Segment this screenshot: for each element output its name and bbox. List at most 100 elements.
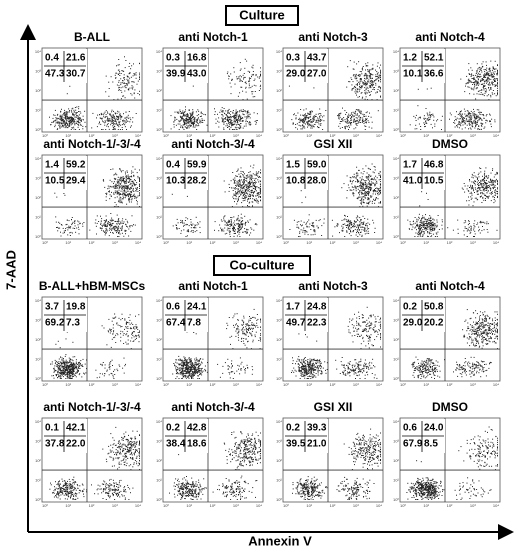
event-dot [118, 111, 120, 113]
event-dot [125, 230, 127, 232]
event-dot [464, 113, 466, 115]
event-dot [483, 229, 485, 231]
y-decade: 10¹ [35, 108, 41, 113]
event-dot [178, 228, 180, 229]
event-dot [482, 94, 484, 96]
event-dot [119, 223, 121, 225]
event-dot [363, 83, 365, 85]
event-dot [474, 84, 476, 86]
event-dot [487, 197, 489, 199]
event-dot [426, 118, 428, 120]
event-dot [471, 69, 473, 71]
event-dot [118, 192, 120, 194]
event-dot [72, 112, 74, 114]
event-dot [112, 119, 114, 121]
event-dot [133, 73, 135, 75]
event-dot [110, 118, 112, 120]
event-dot [114, 230, 116, 232]
event-dot [359, 110, 361, 112]
event-dot [244, 228, 246, 230]
event-dot [190, 118, 192, 120]
event-dot [95, 219, 97, 221]
event-dot [173, 124, 175, 126]
event-dot [353, 220, 355, 222]
event-dot [190, 120, 192, 122]
event-dot [246, 190, 248, 192]
event-dot [133, 175, 135, 177]
event-dot [191, 123, 192, 125]
event-dot [112, 121, 114, 123]
event-dot [66, 112, 68, 114]
event-dot [115, 183, 117, 185]
event-dot [68, 117, 70, 119]
event-dot [248, 122, 250, 124]
y-decade: 10¹ [276, 215, 282, 220]
event-dot [477, 90, 479, 92]
quadrant-value: 41.0 [403, 176, 423, 187]
event-dot [192, 112, 194, 114]
y-decade: 10³ [35, 175, 41, 180]
event-dot [235, 193, 237, 195]
event-dot [368, 193, 369, 195]
event-dot [461, 115, 463, 117]
event-dot [363, 114, 365, 116]
event-dot [482, 193, 484, 195]
quadrant-value: 0.3 [166, 53, 180, 64]
event-dot [311, 127, 313, 129]
event-dot [378, 74, 380, 76]
event-dot [353, 121, 354, 123]
event-dot [352, 180, 354, 182]
event-dot [488, 175, 490, 177]
event-dot [365, 83, 367, 85]
event-dot [246, 175, 248, 177]
event-dot [375, 197, 377, 198]
event-dot [463, 230, 465, 232]
event-dot [457, 114, 459, 115]
event-dot [497, 188, 498, 190]
event-dot [117, 232, 119, 233]
event-dot [462, 120, 464, 122]
event-dot [231, 116, 233, 118]
event-dot [429, 118, 431, 120]
event-dot [67, 234, 69, 236]
event-dot [491, 118, 493, 120]
event-dot [229, 119, 230, 121]
event-dot [460, 125, 462, 127]
event-dot [221, 107, 223, 109]
event-dot [373, 222, 375, 224]
event-dot [466, 236, 468, 237]
event-dot [98, 123, 100, 125]
event-dot [379, 90, 381, 92]
event-dot [418, 227, 419, 229]
event-dot [128, 73, 130, 75]
event-dot [425, 214, 426, 216]
event-dot [365, 185, 367, 187]
event-dot [221, 230, 223, 232]
event-dot [126, 129, 127, 130]
event-dot [365, 89, 367, 91]
event-dot [122, 185, 124, 187]
event-dot [482, 175, 483, 177]
event-dot [380, 70, 381, 72]
event-dot [248, 116, 250, 117]
event-dot [472, 126, 474, 128]
event-dot [58, 124, 60, 126]
event-dot [105, 215, 107, 217]
event-dot [111, 225, 113, 227]
event-dot [251, 91, 253, 93]
x-decade: 10² [330, 240, 336, 245]
event-dot [227, 221, 229, 223]
event-dot [237, 95, 239, 97]
event-dot [487, 176, 489, 178]
event-dot [485, 89, 487, 91]
event-dot [234, 180, 235, 182]
event-dot [436, 120, 437, 122]
event-dot [61, 119, 63, 121]
event-dot [132, 194, 134, 196]
event-dot [477, 178, 478, 180]
event-dot [356, 63, 358, 65]
event-dot [358, 109, 360, 111]
event-dot [346, 121, 348, 123]
event-dot [375, 193, 376, 195]
event-dot [490, 181, 492, 183]
